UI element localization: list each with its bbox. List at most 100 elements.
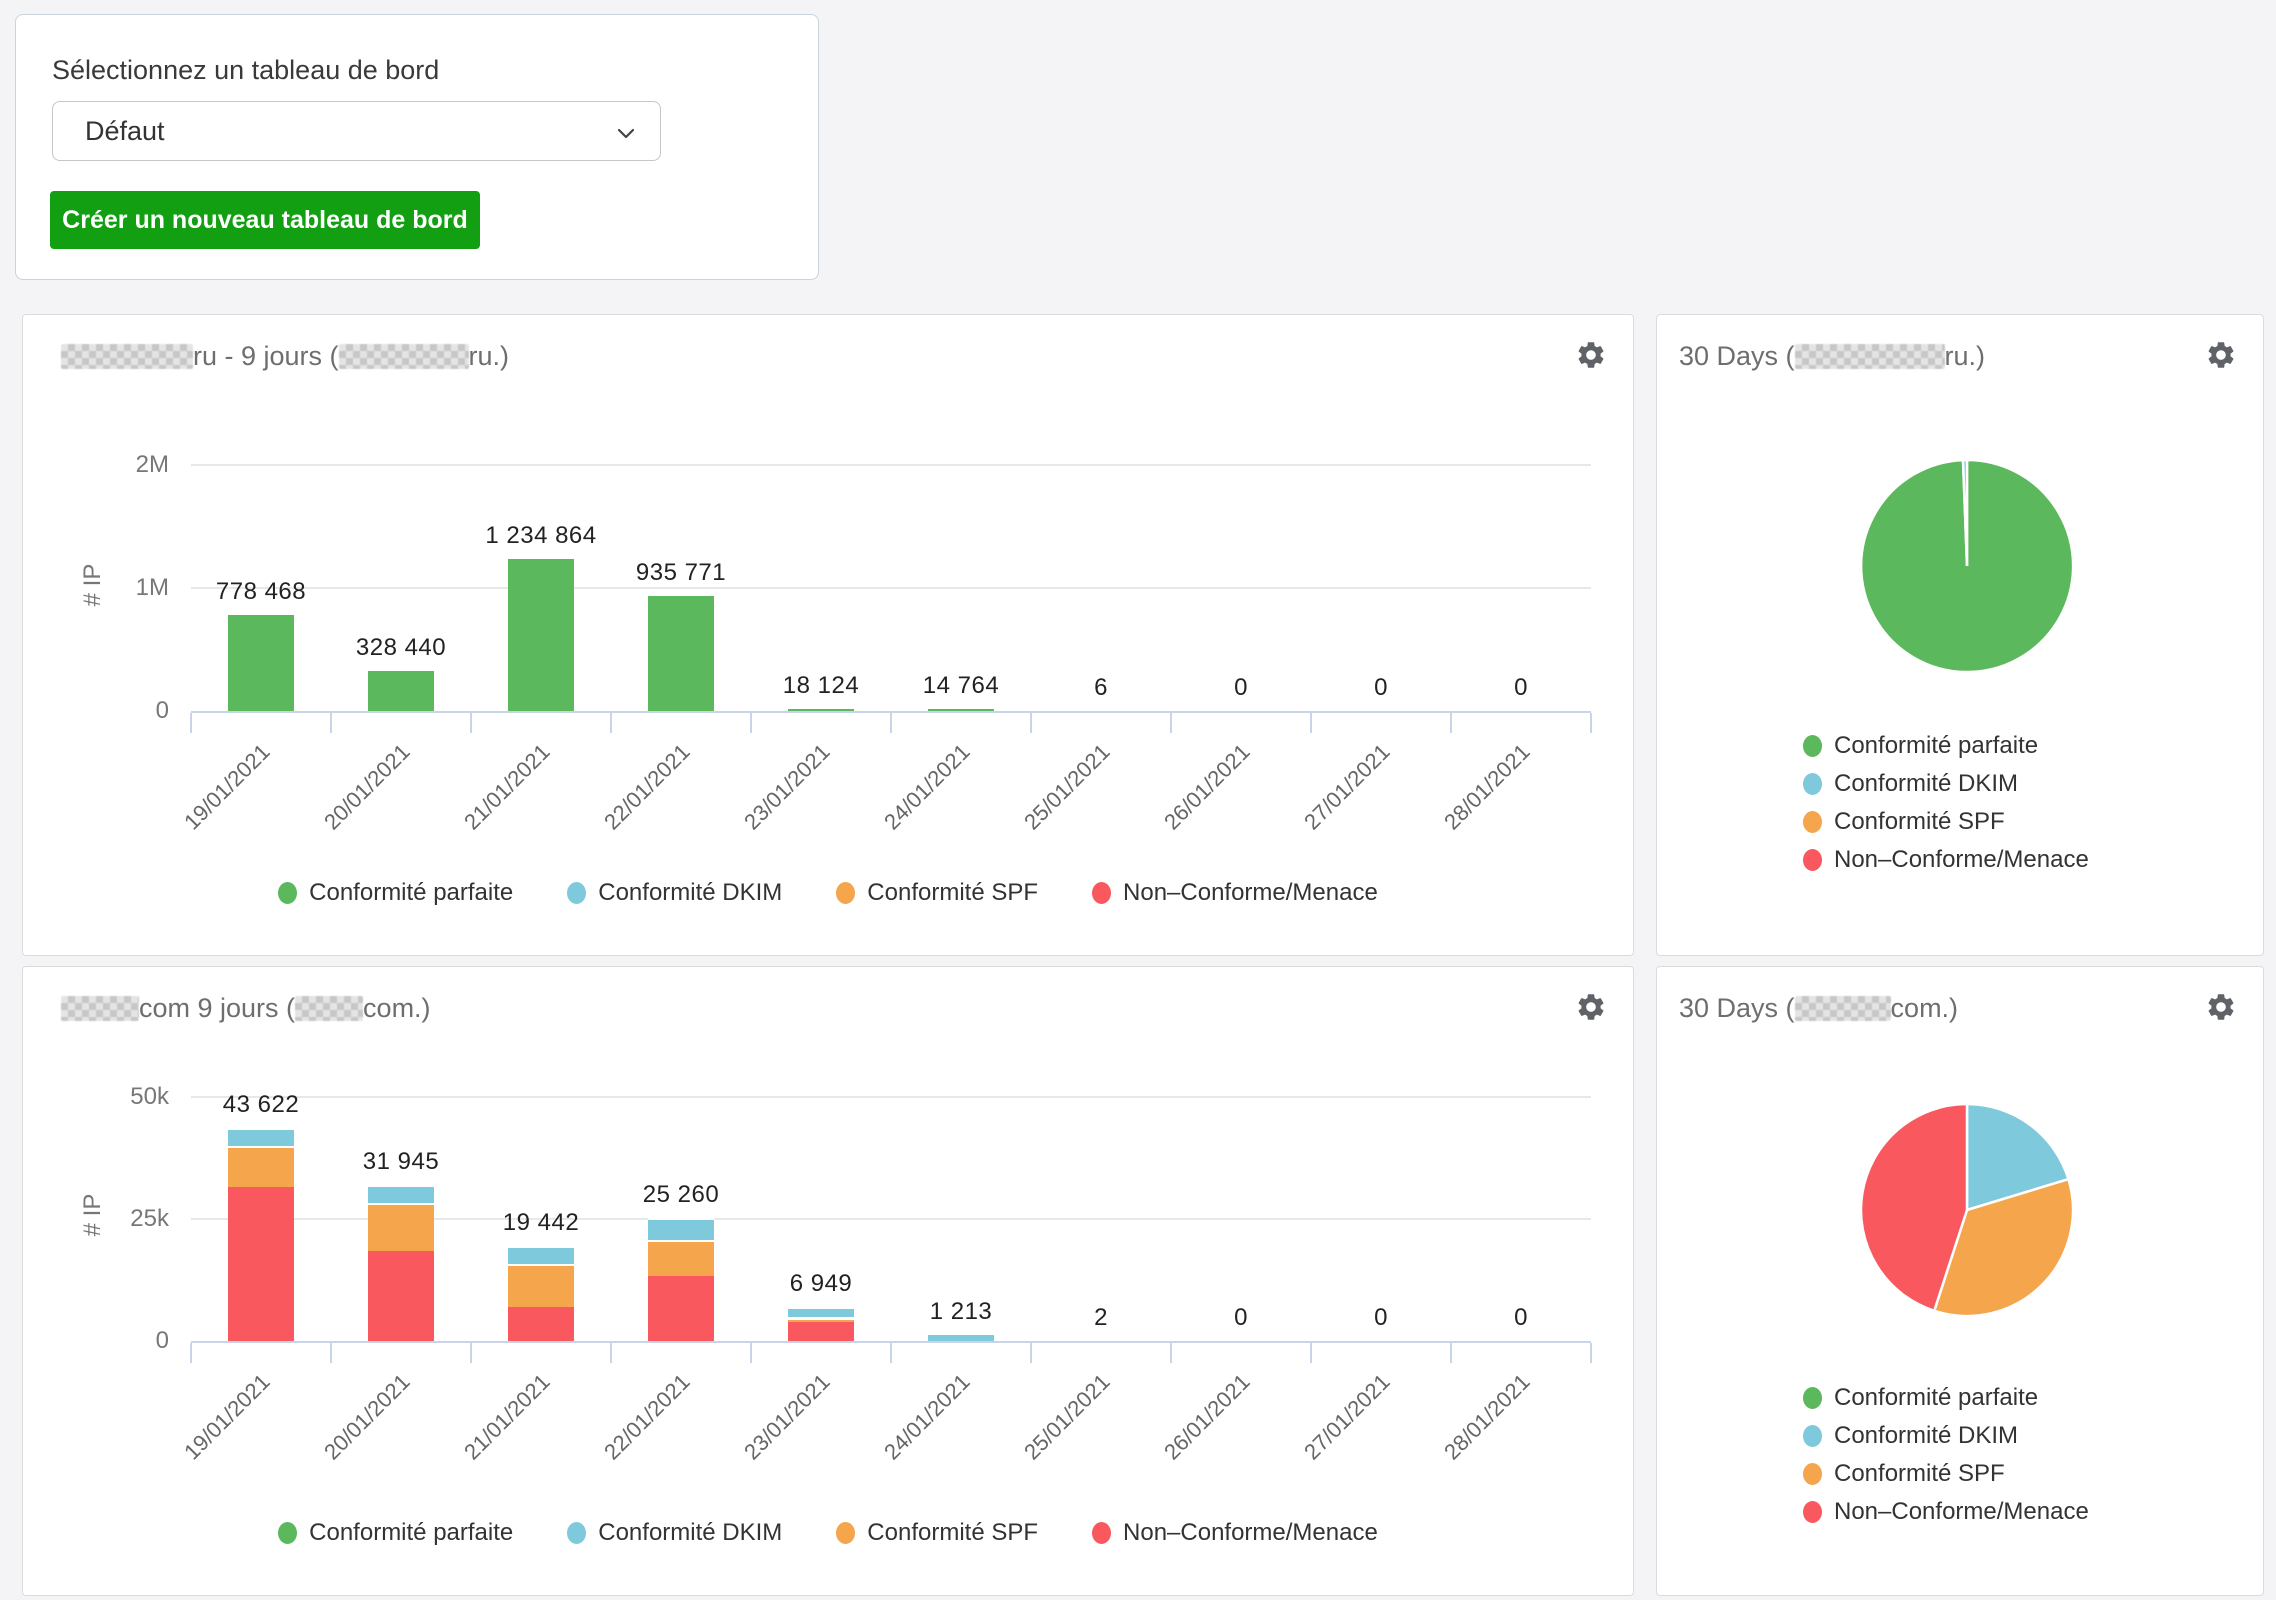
card-title-text: ru.) bbox=[1944, 341, 1986, 371]
chart-legend: Conformité parfaite Conformité DKIM Confor… bbox=[23, 1519, 1633, 1547]
bar-segment-conformit-spf[interactable] bbox=[368, 1202, 434, 1251]
bar-segment-non-conforme-menace[interactable] bbox=[508, 1307, 574, 1342]
create-dashboard-button[interactable]: Créer un nouveau tableau de bord bbox=[50, 191, 480, 249]
selector-label: Sélectionnez un tableau de bord bbox=[52, 55, 440, 85]
bar-segment-conformit-spf[interactable] bbox=[648, 1239, 714, 1276]
legend-color-dot bbox=[1803, 1463, 1822, 1485]
legend-item-non-conforme-menace[interactable]: Non–Conforme/Menace bbox=[1092, 1519, 1378, 1547]
bar-value-label: 43 622 bbox=[222, 1091, 300, 1119]
x-axis-date-label: 27/01/2021 bbox=[1299, 1369, 1395, 1465]
redacted-domain bbox=[295, 996, 364, 1021]
bar-segment-conformit-dkim[interactable] bbox=[788, 1307, 854, 1318]
x-axis-tick bbox=[330, 1343, 332, 1363]
legend-item-label: Conformité SPF bbox=[1834, 1460, 2005, 1487]
y-axis-tick-label: 0 bbox=[155, 697, 169, 724]
pie-slice-conformit-dkim[interactable] bbox=[1965, 1102, 2070, 1212]
x-axis-date-label: 22/01/2021 bbox=[599, 1369, 695, 1465]
bar-chart-ru: 0 1M 2M 778 468 19/01/2021 328 440 20/01/2021 1… bbox=[23, 315, 1633, 955]
bar-segment-non-conforme-menace[interactable] bbox=[368, 1250, 434, 1341]
bar-value-label: 0 bbox=[1374, 1304, 1388, 1331]
legend-item-label: Conformité parfaite bbox=[1834, 1384, 2039, 1411]
legend-item-conformit-spf[interactable]: Conformité SPF bbox=[1803, 1455, 2089, 1493]
legend-color-dot bbox=[1803, 811, 1822, 833]
legend-item-conformit-parfaite[interactable]: Conformité parfaite bbox=[278, 879, 513, 907]
x-axis-date-label: 28/01/2021 bbox=[1439, 1369, 1535, 1465]
settings-gear-icon[interactable] bbox=[2205, 339, 2237, 371]
legend-item-conformit-dkim[interactable]: Conformité DKIM bbox=[567, 1519, 782, 1547]
x-axis-tick bbox=[1310, 713, 1312, 733]
bar-value-label: 2 bbox=[1094, 1303, 1108, 1331]
bar-segment-non-conforme-menace[interactable] bbox=[648, 1276, 714, 1342]
gridline bbox=[191, 1096, 1591, 1098]
bar-value-label: 0 bbox=[1234, 1304, 1248, 1331]
legend-item-conformit-spf[interactable]: Conformité SPF bbox=[1803, 803, 2089, 841]
bar-segment-conformit-spf[interactable] bbox=[228, 1145, 294, 1187]
pie-slice-non-conforme-menace[interactable] bbox=[1859, 1102, 1969, 1313]
pie-svg bbox=[1859, 458, 2075, 674]
legend-item-non-conforme-menace[interactable]: Non–Conforme/Menace bbox=[1092, 879, 1378, 907]
bar-segment-conformit-parfaite[interactable] bbox=[788, 708, 854, 711]
x-axis-tick bbox=[610, 713, 612, 733]
y-axis-title: # IP bbox=[79, 563, 106, 607]
legend-item-non-conforme-menace[interactable]: Non–Conforme/Menace bbox=[1803, 1493, 2089, 1531]
legend-color-dot bbox=[567, 1522, 587, 1544]
legend-item-conformit-parfaite[interactable]: Conformité parfaite bbox=[1803, 727, 2089, 765]
card-pie-com: 30 Days (com.) Conformité parfaite Confor… bbox=[1656, 966, 2264, 1596]
bar-value-label: 14 764 bbox=[922, 672, 1000, 700]
bar-segment-conformit-dkim[interactable] bbox=[508, 1246, 574, 1265]
legend-item-label: Non–Conforme/Menace bbox=[1123, 879, 1378, 906]
settings-gear-icon[interactable] bbox=[1575, 991, 1607, 1023]
bar-value-label: 6 949 bbox=[789, 1270, 853, 1298]
legend-item-conformit-dkim[interactable]: Conformité DKIM bbox=[567, 879, 782, 907]
bar-segment-conformit-dkim[interactable] bbox=[928, 1335, 994, 1342]
pie-slice-conformit-dkim[interactable] bbox=[1961, 458, 1969, 567]
x-axis-date-label: 20/01/2021 bbox=[319, 739, 415, 835]
pie-chart-com bbox=[1858, 1101, 2076, 1324]
x-axis-tick bbox=[190, 713, 192, 733]
bar-segment-conformit-parfaite[interactable] bbox=[648, 595, 714, 711]
x-axis-tick bbox=[890, 1343, 892, 1363]
legend-item-conformit-spf[interactable]: Conformité SPF bbox=[836, 1519, 1038, 1547]
card-title-text: ru.) bbox=[468, 341, 510, 371]
legend-item-non-conforme-menace[interactable]: Non–Conforme/Menace bbox=[1803, 841, 2089, 879]
x-axis-tick bbox=[1030, 713, 1032, 733]
bar-value-label: 0 bbox=[1514, 674, 1528, 701]
x-axis-line bbox=[191, 1341, 1591, 1343]
bar-segment-conformit-dkim[interactable] bbox=[228, 1128, 294, 1147]
y-axis-tick-label: 25k bbox=[130, 1205, 169, 1232]
bar-segment-non-conforme-menace[interactable] bbox=[228, 1187, 294, 1342]
bar-segment-conformit-dkim[interactable] bbox=[368, 1185, 434, 1204]
x-axis-date-label: 24/01/2021 bbox=[879, 1369, 975, 1465]
legend-item-conformit-dkim[interactable]: Conformité DKIM bbox=[1803, 1417, 2089, 1455]
x-axis-date-label: 22/01/2021 bbox=[599, 739, 695, 835]
chart-legend: Conformité parfaite Conformité DKIM Confor… bbox=[1803, 1379, 2089, 1531]
x-axis-date-label: 23/01/2021 bbox=[739, 739, 835, 835]
bar-segment-conformit-parfaite[interactable] bbox=[508, 559, 574, 712]
x-axis-tick bbox=[890, 713, 892, 733]
card-title-text: com.) bbox=[1890, 993, 1959, 1023]
gridline bbox=[191, 587, 1591, 589]
settings-gear-icon[interactable] bbox=[1575, 339, 1607, 371]
bar-segment-conformit-parfaite[interactable] bbox=[368, 670, 434, 711]
dashboard-select[interactable]: Défaut bbox=[52, 101, 661, 161]
legend-item-conformit-parfaite[interactable]: Conformité parfaite bbox=[278, 1519, 513, 1547]
legend-item-conformit-dkim[interactable]: Conformité DKIM bbox=[1803, 765, 2089, 803]
x-axis-date-label: 21/01/2021 bbox=[459, 739, 555, 835]
legend-color-dot bbox=[1803, 1501, 1822, 1523]
legend-item-conformit-spf[interactable]: Conformité SPF bbox=[836, 879, 1038, 907]
bar-segment-conformit-spf[interactable] bbox=[788, 1317, 854, 1322]
x-axis-date-label: 23/01/2021 bbox=[739, 1369, 835, 1465]
bar-segment-conformit-spf[interactable] bbox=[508, 1264, 574, 1308]
settings-gear-icon[interactable] bbox=[2205, 991, 2237, 1023]
legend-item-label: Conformité parfaite bbox=[309, 1519, 514, 1546]
chart-legend: Conformité parfaite Conformité DKIM Confor… bbox=[1803, 727, 2089, 879]
bar-segment-conformit-parfaite[interactable] bbox=[928, 709, 994, 712]
bar-segment-conformit-dkim[interactable] bbox=[648, 1217, 714, 1240]
pie-slice-conformit-spf[interactable] bbox=[1932, 1177, 2075, 1318]
card-pie-ru: 30 Days (ru.) Conformité parfaite Conform… bbox=[1656, 314, 2264, 956]
x-axis-tick bbox=[330, 713, 332, 733]
legend-item-conformit-parfaite[interactable]: Conformité parfaite bbox=[1803, 1379, 2089, 1417]
legend-color-dot bbox=[1803, 849, 1822, 871]
bar-segment-non-conforme-menace[interactable] bbox=[788, 1321, 854, 1342]
bar-segment-conformit-parfaite[interactable] bbox=[228, 615, 294, 712]
